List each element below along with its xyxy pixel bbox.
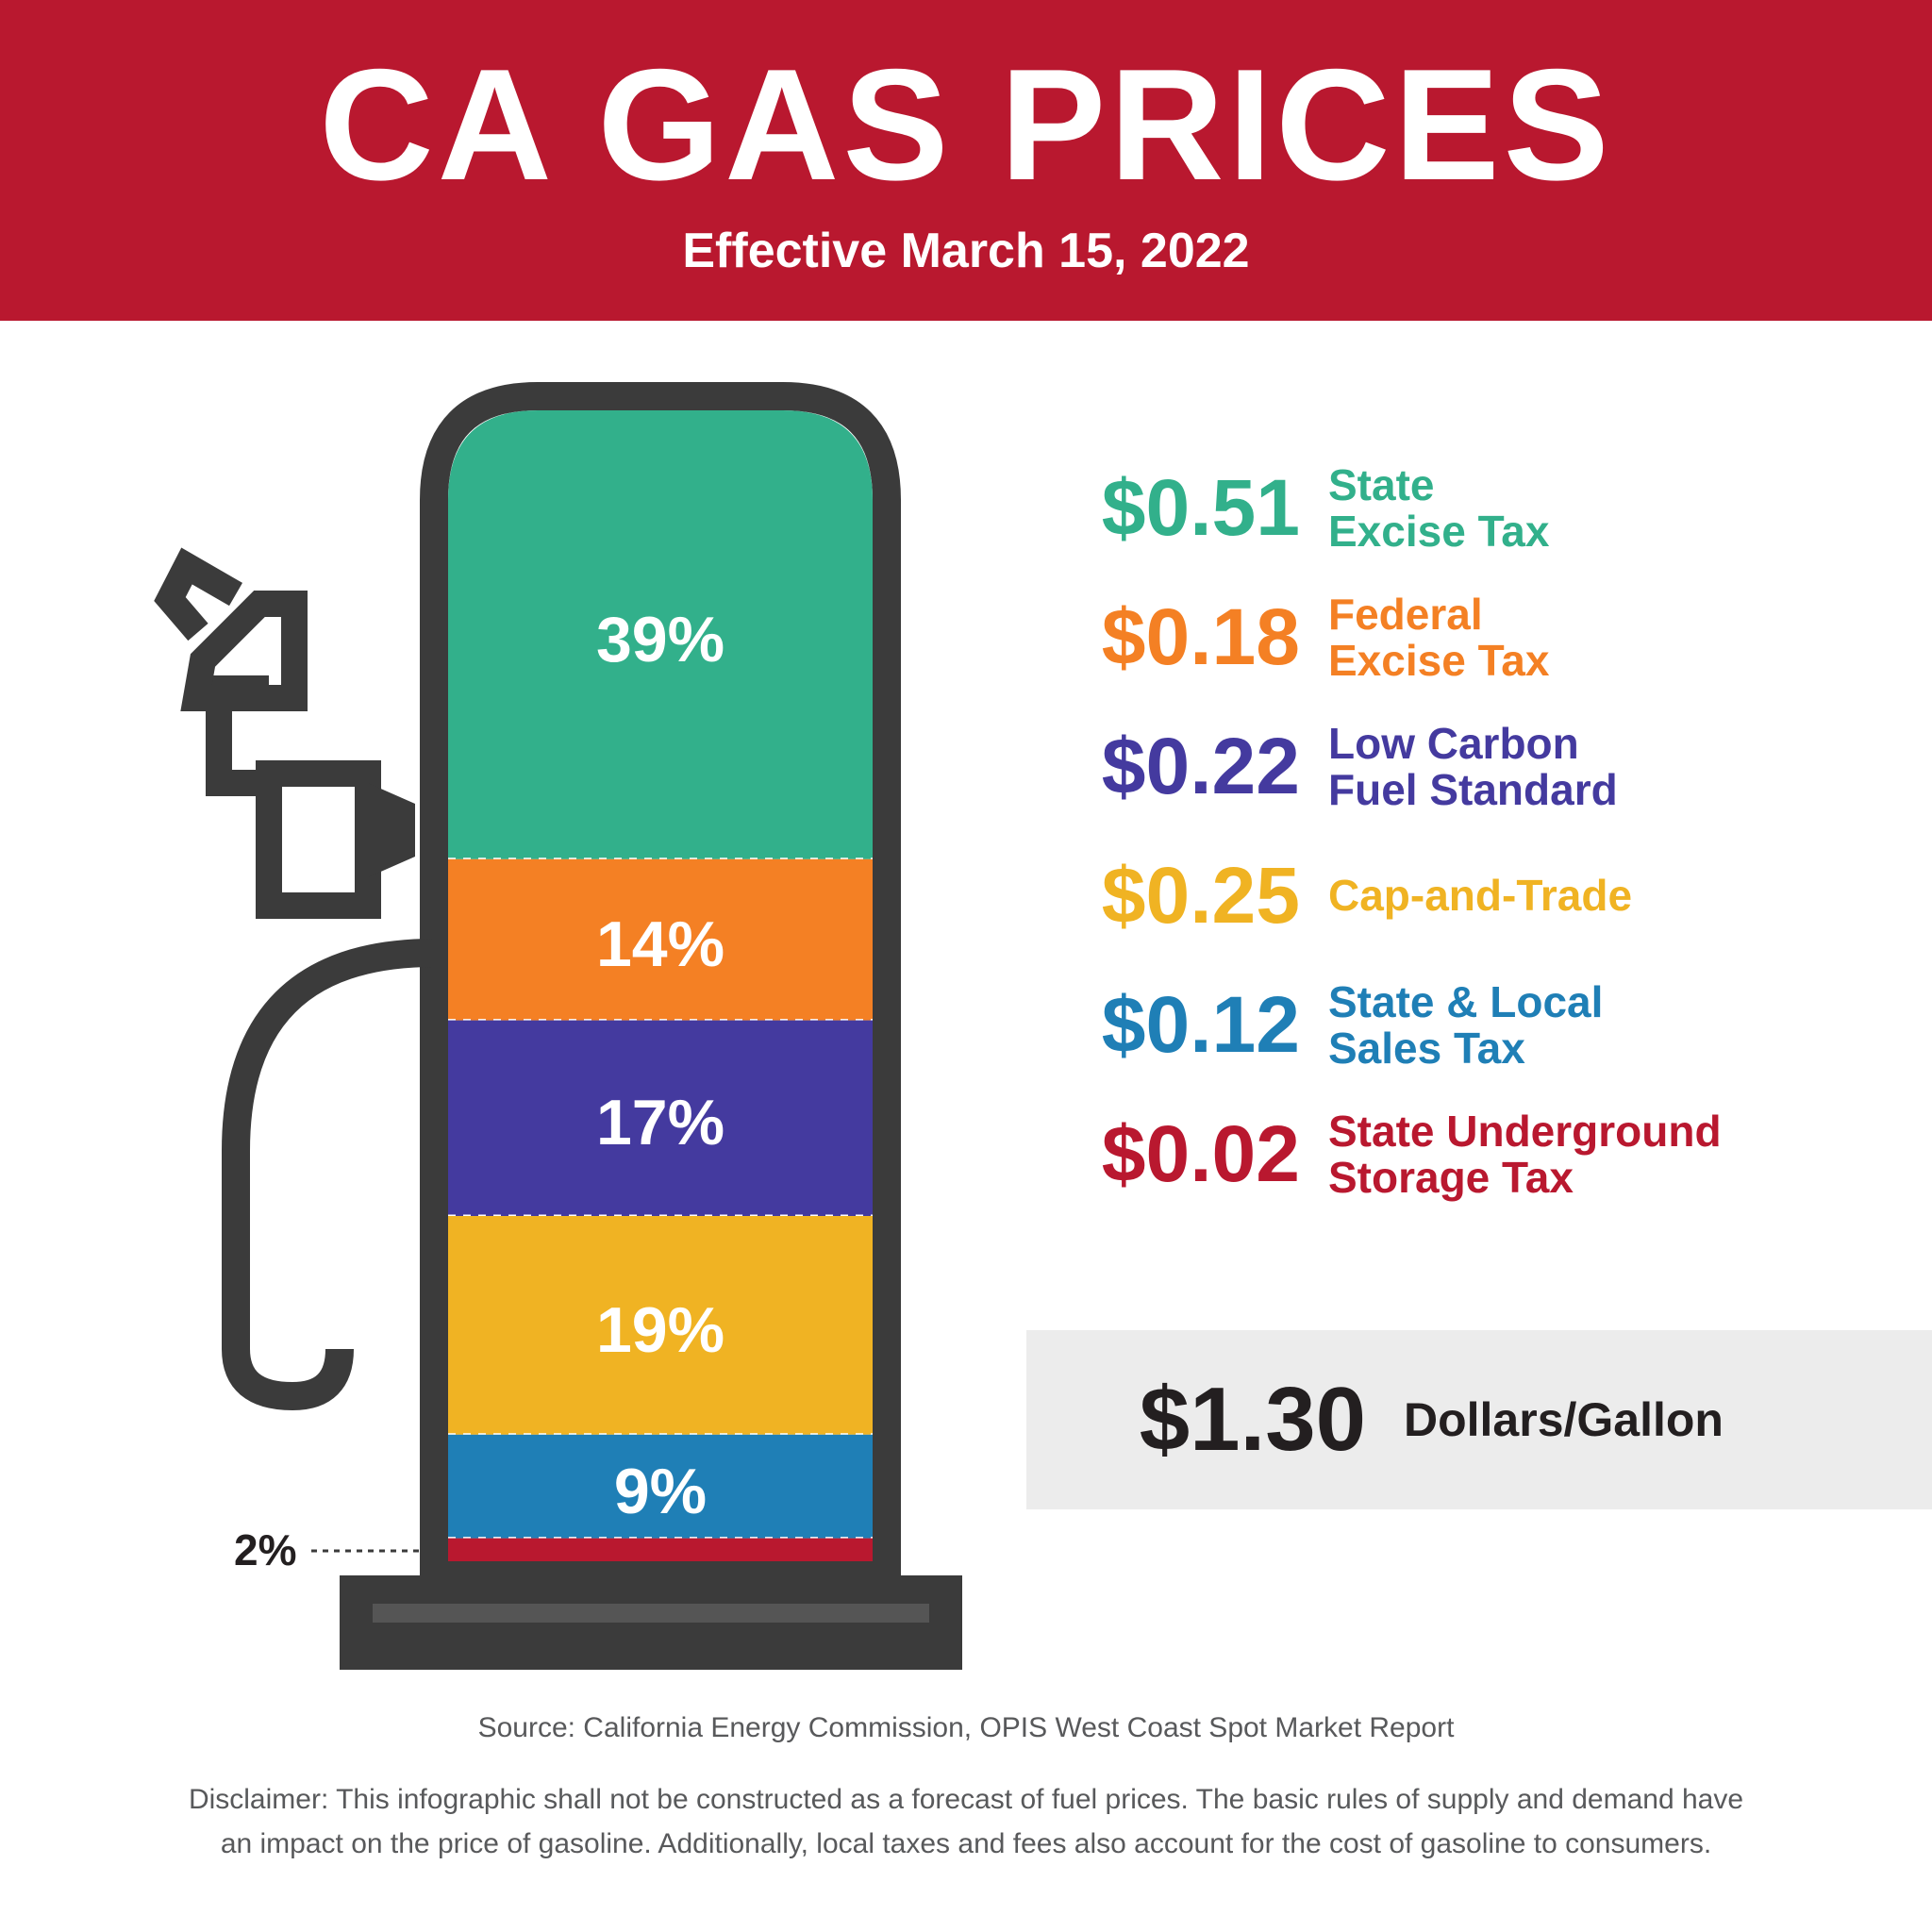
footer: Source: California Energy Commission, OP… — [0, 1707, 1932, 1867]
legend-row: $0.25Cap-and-Trade — [1017, 850, 1866, 941]
legend-amount: $0.02 — [1017, 1108, 1328, 1200]
page-subtitle: Effective March 15, 2022 — [0, 223, 1932, 279]
legend-row: $0.18FederalExcise Tax — [1017, 591, 1866, 683]
footer-disclaimer: Disclaimer: This infographic shall not b… — [170, 1778, 1762, 1866]
content-area: 39%14%17%19%9% 2% $0.51StateExcise Tax$0… — [0, 321, 1932, 1736]
legend: $0.51StateExcise Tax$0.18FederalExcise T… — [1017, 462, 1866, 1238]
total-amount: $1.30 — [1026, 1368, 1404, 1472]
legend-amount: $0.22 — [1017, 721, 1328, 812]
legend-row: $0.12State & LocalSales Tax — [1017, 979, 1866, 1071]
segment-pct-label: 39% — [448, 603, 873, 676]
pump-segment — [448, 1539, 873, 1561]
two-pct-label: 2% — [234, 1524, 296, 1575]
header-banner: CA GAS PRICES Effective March 15, 2022 — [0, 0, 1932, 321]
legend-amount: $0.12 — [1017, 979, 1328, 1071]
segment-pct-label: 19% — [448, 1293, 873, 1367]
legend-amount: $0.25 — [1017, 850, 1328, 941]
legend-label: StateExcise Tax — [1328, 462, 1549, 554]
legend-amount: $0.51 — [1017, 462, 1328, 554]
legend-row: $0.02State UndergroundStorage Tax — [1017, 1108, 1866, 1200]
legend-label: Low CarbonFuel Standard — [1328, 721, 1618, 812]
legend-amount: $0.18 — [1017, 591, 1328, 683]
pump-base-slot — [373, 1604, 929, 1623]
legend-label: State UndergroundStorage Tax — [1328, 1108, 1722, 1200]
legend-row: $0.22Low CarbonFuel Standard — [1017, 721, 1866, 812]
legend-label: FederalExcise Tax — [1328, 591, 1549, 683]
legend-label: State & LocalSales Tax — [1328, 979, 1603, 1071]
segment-pct-label: 9% — [448, 1455, 873, 1528]
page-title: CA GAS PRICES — [0, 45, 1932, 204]
pump-segments — [448, 410, 873, 1561]
pump-hose — [236, 953, 434, 1396]
segment-pct-label: 17% — [448, 1086, 873, 1159]
total-box: $1.30 Dollars/Gallon — [1026, 1330, 1932, 1509]
footer-source: Source: California Energy Commission, OP… — [170, 1707, 1762, 1751]
legend-label: Cap-and-Trade — [1328, 873, 1632, 918]
segment-pct-label: 14% — [448, 908, 873, 981]
gas-pump-chart: 39% 14% 17% 19% 9% 2% — [132, 377, 1000, 1755]
legend-row: $0.51StateExcise Tax — [1017, 462, 1866, 554]
pump-nozzle-icon — [170, 566, 415, 906]
total-label: Dollars/Gallon — [1404, 1392, 1724, 1447]
